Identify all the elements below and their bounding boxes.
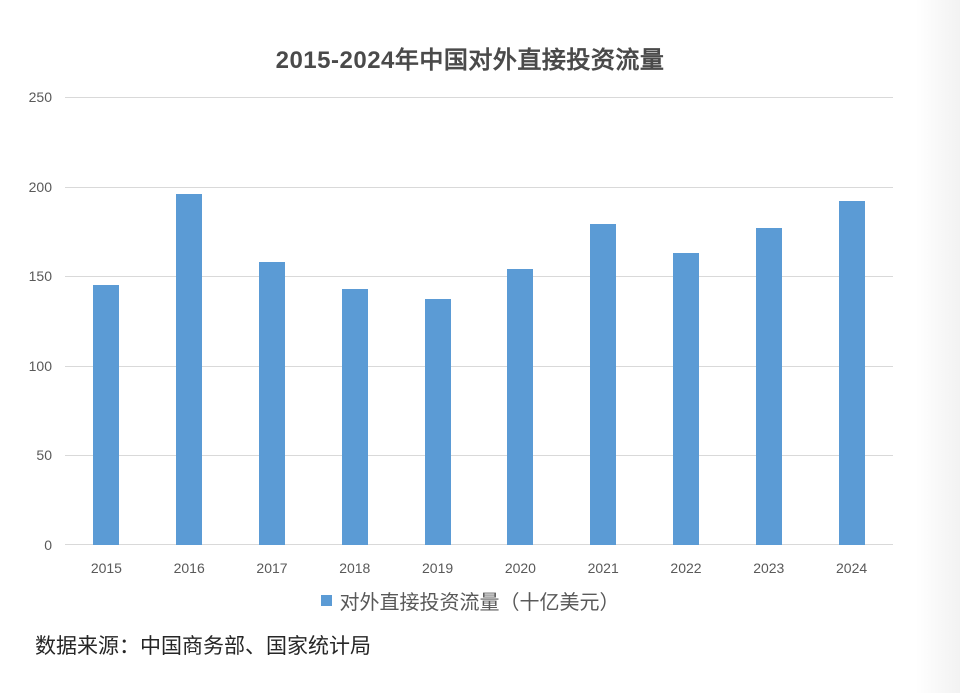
y-tick-label-250: 250 [28,89,52,105]
y-tick-label-200: 200 [28,178,52,195]
bar-2016 [176,194,203,545]
y-tick-label-100: 100 [28,357,52,374]
gridline-y-50 [65,455,893,456]
gridline-y-200 [65,187,893,188]
bar-2019 [424,299,451,545]
gridline-y-250 [65,97,893,98]
y-axis: 0 50 100 150 200 250 [0,89,52,553]
plot-area [65,97,893,545]
bar-2023 [755,228,782,545]
x-tick-label-2024: 2024 [836,560,868,576]
x-tick-label-2016: 2016 [173,560,205,576]
x-axis: 2015 2016 2017 2018 2019 2020 2021 2022 2023 2024 [65,556,893,578]
y-tick-label-0: 0 [44,537,52,553]
gridline-y-150 [65,276,893,277]
x-tick-label-2023: 2023 [753,560,785,576]
bar-2022 [673,253,699,545]
bar-2024 [838,201,865,545]
bar-2017 [259,262,285,545]
y-tick-label-150: 150 [28,268,52,285]
legend-swatch-icon [320,594,332,606]
x-tick-label-2022: 2022 [670,560,702,576]
x-tick-label-2017: 2017 [256,560,288,576]
source-note: 数据来源：中国商务部、国家统计局 [35,635,371,658]
x-tick-label-2020: 2020 [504,560,536,576]
legend-label: 对外直接投资流量（十亿美元） [339,591,620,614]
bar-2018 [341,289,368,545]
x-tick-label-2021: 2021 [587,560,619,576]
x-tick-label-2015: 2015 [90,560,122,576]
y-tick-label-50: 50 [36,447,52,464]
bar-2021 [590,224,617,545]
x-tick-label-2018: 2018 [339,560,371,576]
gridline-y-0 [65,544,893,545]
x-tick-label-2019: 2019 [422,560,454,576]
gridline-y-100 [65,366,893,367]
legend: 对外直接投资流量（十亿美元） [0,587,940,614]
bar-2020 [507,269,534,545]
chart-title: 2015-2024年中国对外直接投资流量 [275,47,665,74]
bar-2015 [93,285,120,545]
